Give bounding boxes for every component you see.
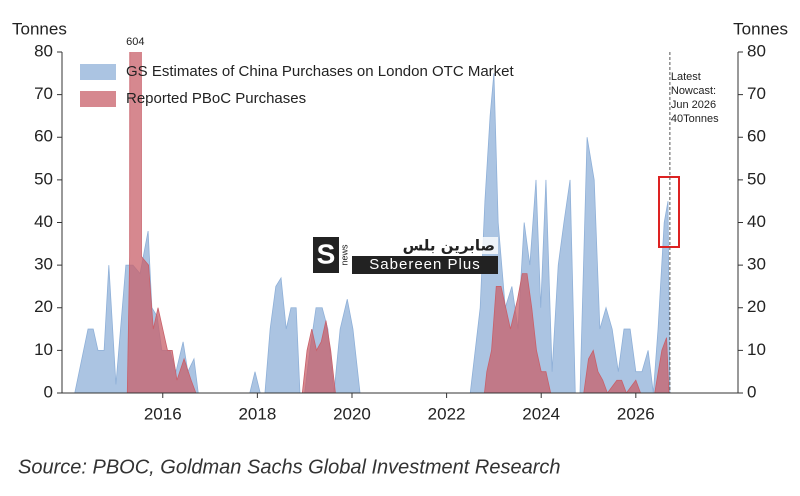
y2-tick-label: 20 [747,297,766,316]
x-tick-label: 2018 [238,404,276,423]
y2-tick-label: 50 [747,169,766,188]
y-tick-label: 20 [34,297,53,316]
highlight-box [658,176,680,248]
watermark-arabic: صابرين بلس [403,237,495,255]
y-tick-label: 80 [34,41,53,60]
y-axis-label: Tonnes [12,19,67,38]
y-tick-label: 0 [44,382,53,401]
watermark-news: news [339,244,349,266]
y2-tick-label: 10 [747,340,766,359]
y2-tick-label: 70 [747,84,766,103]
y2-tick-label: 40 [747,212,766,231]
y-tick-label: 70 [34,84,53,103]
legend-label: GS Estimates of China Purchases on Londo… [126,63,515,80]
x-tick-label: 2020 [333,404,371,423]
annotation: 40Tonnes [671,113,719,125]
x-tick-label: 2016 [144,404,182,423]
x-tick-label: 2022 [428,404,466,423]
legend-swatch [80,91,116,107]
y2-tick-label: 80 [747,41,766,60]
y2-axis-label: Tonnes [733,19,788,38]
annotation: 604 [126,36,144,48]
watermark: S news صابرين بلس Sabereen Plus [313,237,498,274]
legend-label: Reported PBoC Purchases [126,90,306,107]
x-tick-label: 2026 [617,404,655,423]
x-tick-label: 2024 [522,404,560,423]
annotation: Nowcast: [671,85,716,97]
source: Source: PBOC, Goldman Sachs Global Inves… [18,456,560,478]
y-tick-label: 10 [34,340,53,359]
y-tick-label: 40 [34,212,53,231]
y-tick-label: 60 [34,127,53,146]
watermark-latin: Sabereen Plus [369,256,480,273]
area [126,52,670,393]
y2-tick-label: 0 [747,382,756,401]
svg-text:S: S [317,238,336,269]
annotation: Latest [671,71,701,83]
legend-swatch [80,64,116,80]
y-tick-label: 50 [34,169,53,188]
y-tick-label: 30 [34,255,53,274]
y2-tick-label: 60 [747,127,766,146]
y2-tick-label: 30 [747,255,766,274]
annotation: Jun 2026 [671,99,716,111]
plot-area [74,52,671,393]
